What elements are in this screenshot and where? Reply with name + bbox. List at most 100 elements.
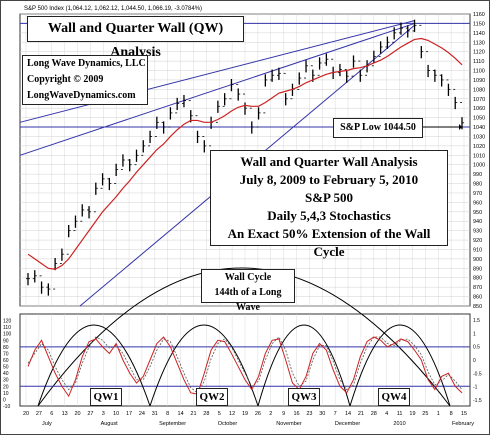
stoch-right-tick: -1: [473, 385, 478, 391]
x-tick-label: 4: [385, 411, 388, 417]
x-tick-label: 2: [269, 411, 272, 417]
price-tick-label: 970: [473, 191, 482, 197]
price-tick-label: 900: [473, 257, 482, 263]
info-line-heading: Wall and Quarter Wall Analysis: [240, 154, 418, 169]
price-tick-label: 1150: [473, 21, 485, 27]
copyright-line-year: Copyright © 2009: [27, 74, 104, 85]
price-tick-label: 850: [473, 304, 482, 310]
info-box: Wall and Quarter Wall Analysis July 8, 2…: [210, 150, 448, 259]
stoch-left-tick: 30: [3, 378, 9, 384]
x-tick-label: 1: [437, 411, 440, 417]
stoch-right-tick: -0.5: [473, 371, 482, 377]
info-line-extension: An Exact 50% Extension of the Wall Cycle: [227, 226, 431, 259]
copyright-line-company: Long Wave Dynamics, LLC: [27, 58, 146, 69]
month-label: November: [276, 421, 302, 427]
x-tick-label: 10: [113, 411, 119, 417]
price-tick-label: 1030: [473, 134, 485, 140]
price-tick-label: 1110: [473, 59, 484, 65]
price-tick-label: 1090: [473, 78, 485, 84]
quarter-wall-arc: [257, 324, 351, 407]
stoch-fast-line: [27, 336, 463, 398]
x-tick-label: 8: [166, 411, 169, 417]
price-tick-label: 1120: [473, 50, 485, 56]
x-tick-label: 24: [139, 411, 145, 417]
copyright-line-site: LongWaveDynamics.com: [27, 90, 136, 101]
low-label-box: S&P Low 1044.50: [333, 118, 423, 138]
price-tick-label: 1140: [473, 31, 485, 37]
month-label: September: [159, 421, 186, 427]
qw3-label: QW3: [288, 388, 320, 406]
price-tick-label: 1040: [473, 125, 485, 131]
stoch-right-tick: 0: [473, 358, 476, 364]
price-tick-label: 1070: [473, 97, 485, 103]
stoch-left-tick: 60: [3, 358, 9, 364]
mid-trend-line: [19, 22, 415, 156]
wave-line-cycle: Wall Cycle: [224, 272, 272, 283]
stoch-left-tick: 80: [3, 345, 9, 351]
x-tick-label: 7: [334, 411, 337, 417]
price-tick-label: 950: [473, 210, 482, 216]
price-tick-label: 1010: [473, 153, 485, 159]
x-tick-label: 8: [450, 411, 453, 417]
price-tick-label: 990: [473, 172, 482, 178]
price-tick-label: 870: [473, 285, 482, 291]
stoch-left-tick: 70: [3, 351, 9, 357]
stoch-right-tick: 1.5: [473, 318, 480, 324]
stoch-left-tick: 120: [3, 319, 12, 325]
price-tick-label: 1080: [473, 87, 485, 93]
month-label: July: [42, 421, 52, 427]
x-tick-label: 17: [126, 411, 132, 417]
quarter-wall-arc: [37, 324, 151, 407]
x-tick-label: 9: [282, 411, 285, 417]
qw4-label: QW4: [378, 388, 410, 406]
price-tick-label: 940: [473, 219, 482, 225]
copyright-box: Long Wave Dynamics, LLC Copyright © 2009…: [22, 55, 148, 105]
price-tick-label: 1130: [473, 40, 485, 46]
x-tick-label: 30: [319, 411, 325, 417]
month-label: October: [218, 421, 238, 427]
x-tick-label: 27: [36, 411, 42, 417]
chart-title-box: Wall and Quarter Wall (QW) Analysis: [27, 16, 244, 60]
x-tick-label: 16: [293, 411, 299, 417]
price-tick-label: 1100: [473, 69, 485, 75]
price-tick-label: 1060: [473, 106, 485, 112]
low-label: S&P Low 1044.50: [340, 122, 416, 133]
x-tick-label: 20: [23, 411, 29, 417]
price-tick-label: 910: [473, 247, 482, 253]
stoch-left-tick: 110: [3, 325, 11, 331]
qw2-label: QW2: [196, 388, 228, 406]
info-line-indicator: Daily 5,4,3 Stochastics: [267, 208, 391, 223]
x-tick-label: 11: [397, 411, 403, 417]
stoch-right-tick: 1: [473, 331, 476, 337]
info-line-index: S&P 500: [304, 190, 354, 205]
quarter-wall-arc: [149, 324, 259, 407]
price-tick-label: 930: [473, 229, 482, 235]
x-tick-label: 14: [345, 411, 351, 417]
price-tick-label: 890: [473, 266, 482, 272]
x-tick-label: 15: [461, 411, 467, 417]
stoch-left-tick: -10: [3, 404, 10, 410]
x-tick-label: 14: [178, 411, 184, 417]
price-tick-label: 860: [473, 295, 482, 301]
stoch-left-tick: 50: [3, 365, 9, 371]
x-tick-label: 19: [409, 411, 415, 417]
x-tick-label: 12: [229, 411, 235, 417]
stoch-left-tick: 10: [3, 391, 9, 397]
x-tick-label: 23: [306, 411, 312, 417]
x-tick-label: 27: [87, 411, 93, 417]
x-tick-label: 21: [190, 411, 196, 417]
x-tick-label: 19: [242, 411, 248, 417]
x-tick-label: 25: [422, 411, 428, 417]
x-tick-label: 28: [371, 411, 377, 417]
x-tick-label: 13: [62, 411, 68, 417]
quarter-wall-arc: [349, 324, 451, 407]
x-tick-label: 5: [218, 411, 221, 417]
x-tick-label: 6: [50, 411, 53, 417]
low-arrow-head: [459, 124, 462, 130]
wave-cycle-box: Wall Cycle 144th of a Long Wave: [201, 269, 295, 313]
stoch-left-tick: 90: [3, 338, 9, 344]
price-tick-label: 880: [473, 276, 482, 282]
month-label: February: [452, 421, 474, 427]
x-tick-label: 20: [74, 411, 80, 417]
